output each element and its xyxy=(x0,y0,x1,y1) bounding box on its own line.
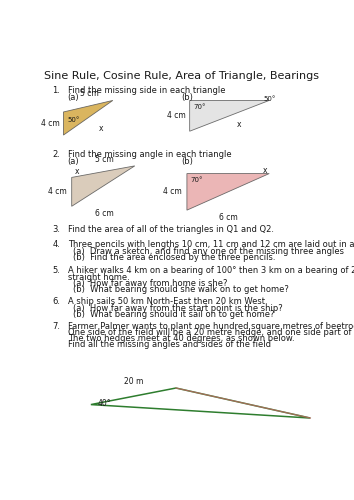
Text: A ship sails 50 km North-East then 20 km West.: A ship sails 50 km North-East then 20 km… xyxy=(68,297,267,306)
Text: (a)  How far away from the start point is the ship?: (a) How far away from the start point is… xyxy=(73,304,283,313)
Text: 4 cm: 4 cm xyxy=(163,187,182,196)
Text: Sine Rule, Cosine Rule, Area of Triangle, Bearings: Sine Rule, Cosine Rule, Area of Triangle… xyxy=(44,71,319,81)
Text: 40°: 40° xyxy=(98,400,112,408)
Text: x: x xyxy=(262,166,267,174)
Text: (a): (a) xyxy=(68,93,79,102)
Text: 5 cm: 5 cm xyxy=(80,90,99,98)
Text: 6 cm: 6 cm xyxy=(95,210,114,218)
Text: x: x xyxy=(75,166,80,175)
Polygon shape xyxy=(72,166,135,206)
Text: (a)  How far away from home is she?: (a) How far away from home is she? xyxy=(73,278,228,287)
Text: 5 cm: 5 cm xyxy=(95,155,114,164)
Text: 2.: 2. xyxy=(52,150,60,160)
Text: (b)  Find the area enclosed by the three pencils.: (b) Find the area enclosed by the three … xyxy=(73,254,275,262)
Text: 7.: 7. xyxy=(52,322,61,331)
Text: (a)  Draw a sketch, and find any one of the missing three angles: (a) Draw a sketch, and find any one of t… xyxy=(73,247,344,256)
Text: x: x xyxy=(99,124,104,132)
Text: Three pencils with lengths 10 cm, 11 cm and 12 cm are laid out in a triangle.: Three pencils with lengths 10 cm, 11 cm … xyxy=(68,240,354,249)
Text: The two hedges meet at 40 degrees, as shown below.: The two hedges meet at 40 degrees, as sh… xyxy=(68,334,294,343)
Polygon shape xyxy=(63,100,113,135)
Text: x: x xyxy=(236,120,241,128)
Text: 50°: 50° xyxy=(264,96,276,102)
Text: One side of the field will be a 20 metre hedge, and one side part of a longer he: One side of the field will be a 20 metre… xyxy=(68,328,354,337)
Text: 70°: 70° xyxy=(193,104,205,110)
Text: straight home.: straight home. xyxy=(68,272,129,281)
Text: 3.: 3. xyxy=(52,225,61,234)
Text: (b): (b) xyxy=(182,158,193,166)
Text: (b): (b) xyxy=(182,93,193,102)
Text: 6.: 6. xyxy=(52,297,61,306)
Text: Find the area of all of the triangles in Q1 and Q2.: Find the area of all of the triangles in… xyxy=(68,225,274,234)
Text: 5.: 5. xyxy=(52,266,60,276)
Polygon shape xyxy=(190,100,269,131)
Text: (a): (a) xyxy=(68,158,79,166)
Text: 50°: 50° xyxy=(68,117,80,123)
Text: Farmer Palmer wants to plant one hundred square metres of beetroot in a triangul: Farmer Palmer wants to plant one hundred… xyxy=(68,322,354,331)
Text: 1.: 1. xyxy=(52,86,60,95)
Text: (b)  What bearing should it sail on to get home?: (b) What bearing should it sail on to ge… xyxy=(73,310,275,320)
Polygon shape xyxy=(187,174,269,210)
Text: 6 cm: 6 cm xyxy=(219,213,238,222)
Text: A hiker walks 4 km on a bearing of 100° then 3 km on a bearing of 210° then plan: A hiker walks 4 km on a bearing of 100° … xyxy=(68,266,354,276)
Text: Find the missing side in each triangle: Find the missing side in each triangle xyxy=(68,86,225,95)
Text: Find all the missing angles and sides of the field: Find all the missing angles and sides of… xyxy=(68,340,270,349)
Text: 70°: 70° xyxy=(190,176,203,182)
Text: 20 m: 20 m xyxy=(124,378,143,386)
Text: 4 cm: 4 cm xyxy=(167,112,185,120)
Text: 4.: 4. xyxy=(52,240,60,249)
Text: 4 cm: 4 cm xyxy=(48,187,67,196)
Text: (b)  What bearing should she walk on to get home?: (b) What bearing should she walk on to g… xyxy=(73,285,289,294)
Text: Find the missing angle in each triangle: Find the missing angle in each triangle xyxy=(68,150,231,160)
Text: 4 cm: 4 cm xyxy=(41,119,59,128)
